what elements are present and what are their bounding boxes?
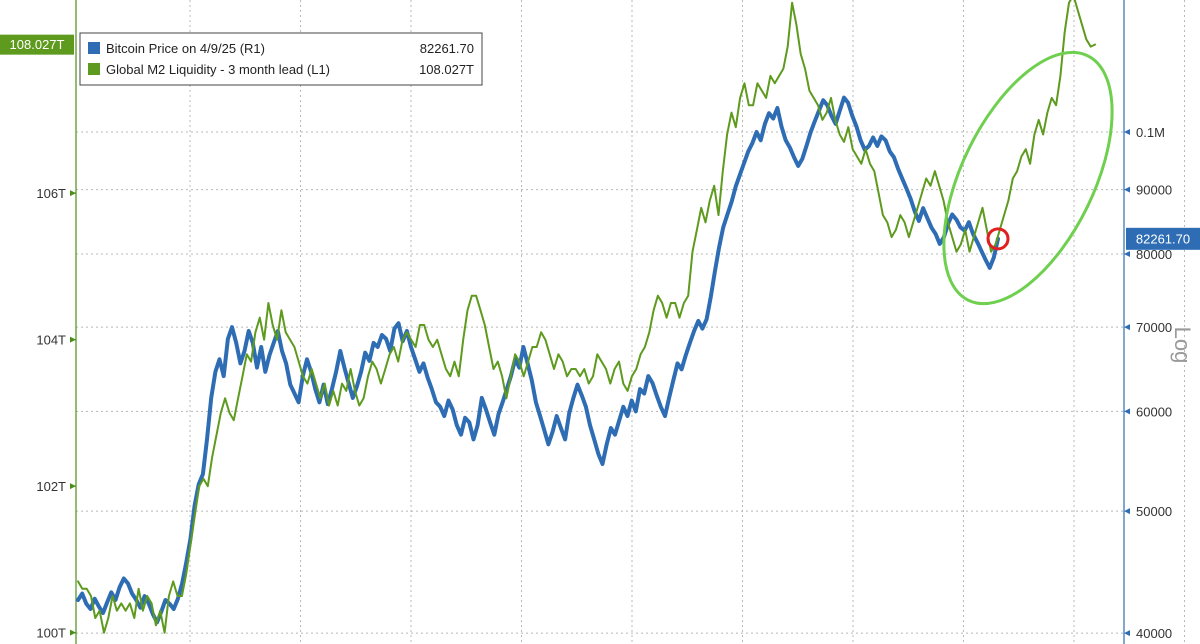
- left-tick-arrow: [70, 483, 76, 490]
- annotation-ellipse: [942, 50, 1114, 306]
- right-tick-arrow: [1124, 129, 1130, 136]
- legend: Bitcoin Price on 4/9/25 (R1) 82261.70 Gl…: [79, 32, 483, 86]
- legend-box: [79, 32, 483, 86]
- left-tick-arrow: [70, 190, 76, 197]
- legend-swatch-bitcoin: [88, 42, 100, 54]
- right-tick-arrow: [1124, 324, 1130, 331]
- right-tick-arrow: [1124, 251, 1130, 258]
- left-flag-text: 108.027T: [10, 37, 65, 52]
- right-tick-label: 40000: [1136, 626, 1172, 641]
- left-tick-label: 100T: [36, 626, 66, 641]
- right-flag-box: [1126, 227, 1200, 250]
- right-tick-arrow: [1124, 508, 1130, 515]
- right-tick-arrow: [1124, 630, 1130, 637]
- legend-value-bitcoin: 82261.70: [420, 41, 474, 56]
- right-tick-arrow: [1124, 408, 1130, 415]
- left-flag-box: [0, 34, 74, 55]
- left-tick-label: 106T: [36, 186, 66, 201]
- series-layer: [76, 0, 1096, 634]
- legend-swatch-m2: [88, 63, 100, 75]
- series-line-m2-liquidity: [77, 0, 1096, 634]
- left-tick-label: 104T: [36, 333, 66, 348]
- right-tick-arrow: [1124, 186, 1130, 193]
- legend-label-m2: Global M2 Liquidity - 3 month lead (L1): [106, 62, 330, 77]
- left-tick-arrow: [70, 336, 76, 343]
- vertical-gridlines: [189, 0, 1185, 644]
- right-flag-text: 82261.70: [1136, 231, 1190, 246]
- log-scale-label: Log: [1170, 327, 1195, 364]
- legend-value-m2: 108.027T: [419, 62, 474, 77]
- right-tick-label: 0.1M: [1136, 125, 1165, 140]
- left-last-value-flag: 108.027T: [0, 34, 74, 55]
- right-tick-label: 60000: [1136, 404, 1172, 419]
- left-tick-arrow: [70, 629, 76, 636]
- series-line-bitcoin-price: [76, 95, 1000, 625]
- left-axis-ticks: 100T 102T 104T 106T: [36, 186, 76, 641]
- right-axis-ticks: 40000 50000 60000 70000 80000 90000 0.1M: [1124, 125, 1172, 641]
- annotation-red-circle: [986, 227, 1010, 251]
- right-tick-label: 90000: [1136, 183, 1172, 198]
- legend-label-bitcoin: Bitcoin Price on 4/9/25 (R1): [106, 41, 265, 56]
- right-tick-label: 80000: [1136, 247, 1172, 262]
- left-tick-label: 102T: [36, 479, 66, 494]
- right-tick-label: 50000: [1136, 504, 1172, 519]
- right-tick-label: 70000: [1136, 320, 1172, 335]
- right-last-value-flag: 82261.70: [1126, 227, 1200, 250]
